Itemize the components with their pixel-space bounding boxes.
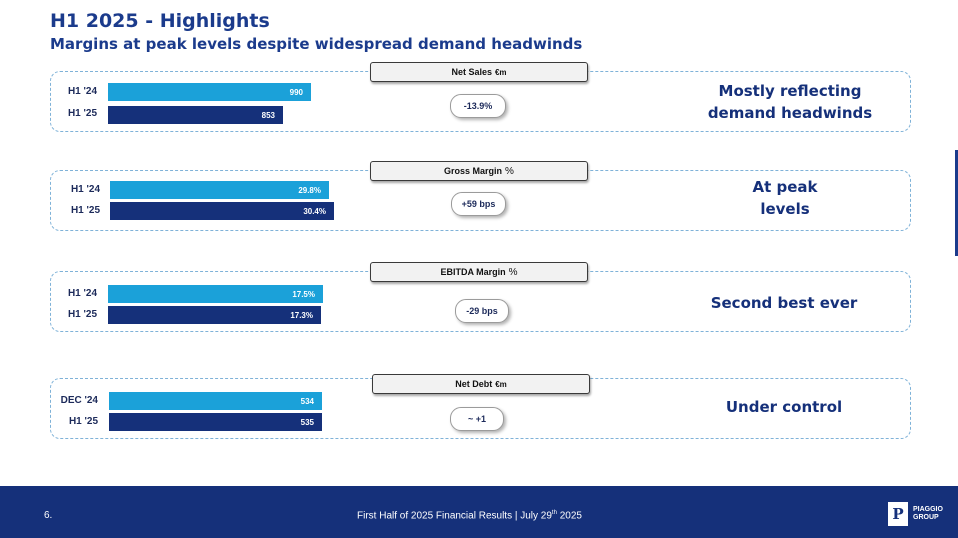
net-sales-comment: Mostly reflecting demand headwinds: [690, 80, 890, 124]
footer-caption-year: 2025: [556, 510, 582, 522]
ebitda-margin-bar-h125: 17.3%: [108, 306, 321, 324]
row-label-h125: H1 '25: [68, 416, 98, 427]
net-debt-bar-h125: 535: [109, 413, 322, 431]
tag-unit: %: [508, 266, 518, 278]
row-label-h124: H1 '24: [67, 288, 97, 299]
tag-label: Net Sales: [451, 67, 492, 77]
footer-caption-sup: th: [551, 510, 557, 516]
tag-label: Net Debt: [455, 379, 493, 389]
logo-line: PIAGGIO: [913, 506, 943, 513]
net-sales-change-badge: -13.9%: [450, 94, 506, 118]
footer-caption-main: First Half of 2025 Financial Results | J…: [357, 510, 552, 522]
bar-value-label: 30.4%: [303, 206, 326, 216]
bar-value-label: 534: [300, 396, 314, 406]
ebitda-margin-bar-h124: 17.5%: [108, 285, 323, 303]
page-subtitle: Margins at peak levels despite widesprea…: [50, 35, 583, 53]
row-label-h124: H1 '24: [67, 86, 97, 97]
tag-unit: %: [505, 165, 514, 177]
net-debt-tag: Net Debt €m: [372, 374, 590, 394]
footer-caption: First Half of 2025 Financial Results | J…: [357, 510, 582, 521]
piaggio-logo-wordmark: PIAGGIO GROUP: [913, 506, 943, 522]
row-label-dec24: DEC '24: [60, 395, 98, 406]
tag-unit: €m: [495, 379, 507, 389]
comment-line: At peak: [752, 178, 818, 196]
comment-line: Mostly reflecting: [718, 82, 862, 100]
tag-label: Gross Margin: [444, 166, 503, 176]
bar-value-label: 17.3%: [290, 310, 313, 320]
row-label-h125: H1 '25: [67, 309, 97, 320]
gross-margin-change-badge: +59 bps: [451, 192, 506, 216]
ebitda-margin-comment: Second best ever: [690, 292, 878, 314]
slide-edge-accent: [955, 150, 958, 256]
net-sales-bar-h124: 990: [108, 83, 311, 101]
bar-value-label: 29.8%: [298, 185, 321, 195]
net-debt-change-badge: ~ +1: [450, 407, 504, 431]
row-label-h125: H1 '25: [70, 205, 100, 216]
tag-label: EBITDA Margin: [440, 267, 506, 277]
comment-line: levels: [760, 200, 810, 218]
footer-bar: 6. First Half of 2025 Financial Results …: [0, 486, 958, 538]
page-title: H1 2025 - Highlights: [50, 10, 270, 32]
bar-value-label: 535: [300, 417, 314, 427]
ebitda-margin-tag: EBITDA Margin %: [370, 262, 588, 282]
tag-unit: €m: [494, 67, 507, 77]
gross-margin-tag: Gross Margin %: [370, 161, 588, 181]
net-sales-bar-h125: 853: [108, 106, 283, 124]
comment-line: demand headwinds: [707, 104, 873, 122]
net-debt-bar-dec24: 534: [109, 392, 322, 410]
comment-line: Under control: [725, 398, 843, 416]
net-sales-tag: Net Sales €m: [370, 62, 588, 82]
net-debt-comment: Under control: [700, 396, 868, 418]
bar-value-label: 17.5%: [292, 289, 315, 299]
gross-margin-bar-h125: 30.4%: [110, 202, 334, 220]
row-label-h124: H1 '24: [70, 184, 100, 195]
logo-line: GROUP: [913, 514, 939, 521]
gross-margin-comment: At peak levels: [715, 176, 855, 220]
comment-line: Second best ever: [710, 294, 858, 312]
page-number: 6.: [44, 510, 53, 521]
bar-value-label: 990: [289, 87, 303, 97]
piaggio-logo-icon: P: [888, 502, 908, 526]
row-label-h125: H1 '25: [67, 108, 97, 119]
ebitda-margin-change-badge: -29 bps: [455, 299, 509, 323]
gross-margin-bar-h124: 29.8%: [110, 181, 329, 199]
bar-value-label: 853: [261, 110, 275, 120]
